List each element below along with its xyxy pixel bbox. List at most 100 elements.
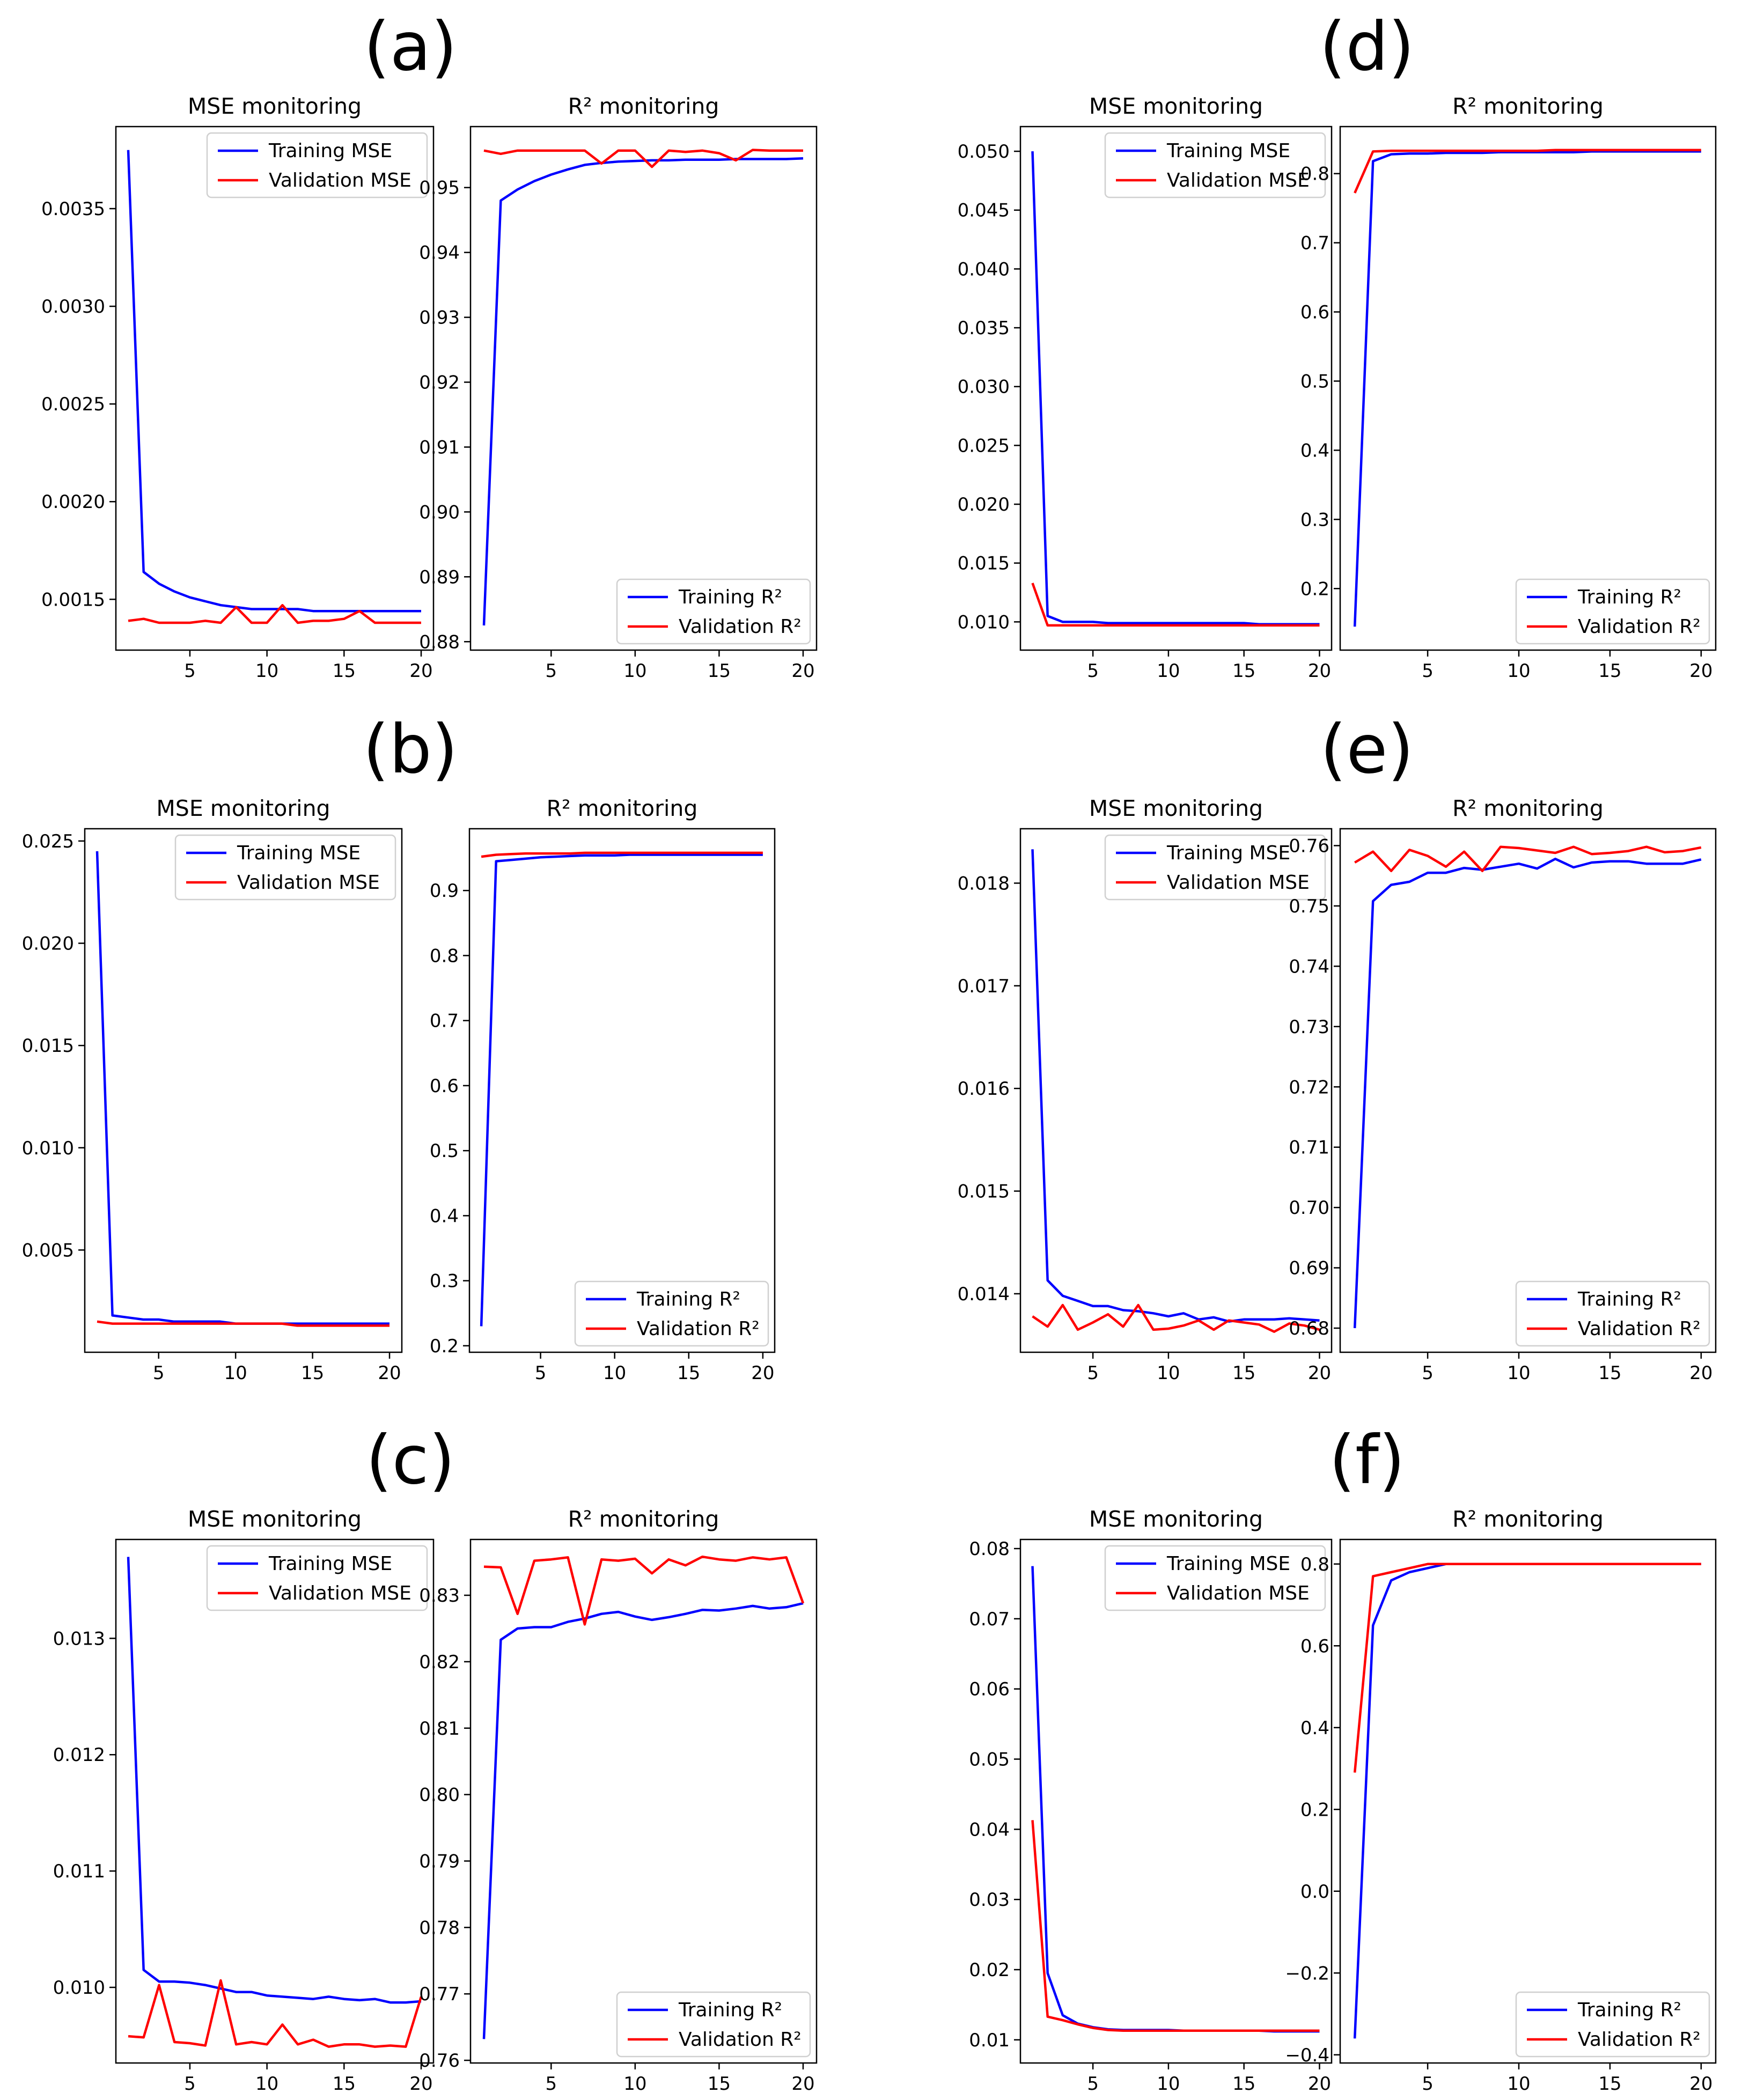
training-series-line [1353, 150, 1701, 627]
validation-series-line [97, 1320, 389, 1327]
y-tick-label: 0.91 [419, 437, 460, 458]
y-tick-label: 0.6 [1300, 1635, 1329, 1657]
x-tick-label: 10 [1507, 660, 1530, 682]
legend-training-label: Training MSE [1166, 842, 1290, 864]
y-tick-label: 0.72 [1289, 1077, 1329, 1098]
y-tick-label: 0.0 [1300, 1881, 1329, 1903]
chart-title: R² monitoring [568, 1506, 719, 1532]
x-tick-label: 10 [1507, 2073, 1530, 2095]
x-tick-label: 10 [224, 1362, 247, 1384]
x-tick-label: 15 [333, 660, 356, 682]
training-series-line [127, 150, 421, 613]
y-tick-label: 0.6 [1300, 302, 1329, 323]
r2-chart-b: R² monitoring 5 10 15 20 0.2 0.3 0.4 0.5 0.6 0.7 0.… [430, 795, 776, 1384]
plot-frame [469, 126, 818, 651]
training-series-line [1353, 857, 1702, 1329]
y-tick-label: 0.040 [958, 259, 1010, 280]
legend-box [174, 834, 396, 901]
legend-validation-label: Validation MSE [1167, 1582, 1310, 1604]
y-tick-label: 0.030 [958, 377, 1010, 398]
mse-chart-f: MSE monitoring 5 10 15 20 0.01 0.02 0.03 0.04 0.0… [969, 1506, 1333, 2095]
y-tick-label: 0.82 [419, 1652, 460, 1673]
y-tick-label: 0.6 [430, 1075, 459, 1097]
y-tick-label: 0.025 [22, 831, 74, 852]
y-tick-label: 0.010 [53, 1977, 105, 1999]
y-tick-label: 0.75 [1289, 896, 1329, 917]
y-tick-label: 0.0035 [41, 198, 105, 220]
x-tick-label: 10 [1157, 1362, 1180, 1384]
mse-chart-e: MSE monitoring 5 10 15 20 0.014 0.015 0.016 0.01… [958, 795, 1333, 1384]
x-tick-label: 5 [545, 660, 557, 682]
training-series-line [482, 157, 804, 626]
legend-training-label: Training MSE [268, 1553, 392, 1575]
x-tick-label: 10 [603, 1362, 626, 1384]
y-tick-label: 0.92 [419, 372, 460, 394]
y-tick-label: 0.8 [1300, 1554, 1329, 1575]
panel-e: (e) MSE monitoring 5 10 15 20 0.014 0.015 0.016 0… [958, 711, 1717, 1384]
y-tick-label: 0.011 [53, 1861, 105, 1882]
y-tick-label: 0.012 [53, 1744, 105, 1766]
chart-title: MSE monitoring [1089, 795, 1263, 821]
y-tick-label: 0.03 [969, 1889, 1010, 1911]
panel-label: (c) [366, 1421, 455, 1499]
x-tick-label: 5 [535, 1362, 547, 1384]
x-tick-label: 15 [1232, 660, 1255, 682]
panel-label: (a) [364, 8, 457, 86]
legend-training-label: Training MSE [237, 842, 361, 864]
legend: Training MSE Validation MSE [1104, 834, 1326, 901]
panel-c: (c)MSE monitoring 5 10 15 20 0.010 0.011 0.012 0… [53, 1421, 818, 2095]
x-tick-label: 20 [1308, 1362, 1331, 1384]
y-tick-label: 0.76 [1289, 835, 1329, 857]
y-tick-label: 0.050 [958, 141, 1010, 163]
legend: Training MSE Validation MSE [1104, 1545, 1326, 1611]
y-tick-label: 0.71 [1289, 1137, 1329, 1159]
legend: Training R² Validation R² [1515, 1991, 1710, 2058]
y-tick-label: 0.018 [958, 873, 1010, 894]
legend-box [1104, 834, 1326, 901]
legend-validation-label: Validation R² [679, 616, 802, 638]
y-tick-label: 0.025 [958, 435, 1010, 456]
plot-frame [115, 1538, 435, 2064]
x-tick-label: 15 [1232, 2073, 1255, 2095]
x-tick-label: 5 [184, 660, 196, 682]
y-tick-label: 0.08 [969, 1538, 1010, 1560]
x-tick-label: 5 [545, 2073, 557, 2095]
legend: Training R² Validation R² [616, 578, 811, 645]
y-tick-label: 0.06 [969, 1679, 1010, 1700]
chart-title: MSE monitoring [1089, 1506, 1263, 1532]
y-tick-label: 0.010 [22, 1138, 74, 1159]
chart-title: MSE monitoring [188, 1506, 362, 1532]
x-tick-label: 5 [1087, 2073, 1099, 2095]
training-series-line [1031, 1566, 1320, 2033]
y-tick-label: 0.2 [1300, 578, 1329, 600]
x-tick-label: 15 [301, 1362, 324, 1384]
x-tick-label: 5 [1422, 2073, 1434, 2095]
x-tick-label: 15 [1598, 2073, 1621, 2095]
mse-chart-b: MSE monitoring 5 10 15 20 0.005 0.010 0.015 0.02… [22, 795, 403, 1384]
x-tick-label: 10 [255, 660, 278, 682]
training-series-line [127, 1557, 422, 2004]
training-series-line [1353, 1563, 1701, 2039]
y-tick-label: 0.68 [1289, 1318, 1329, 1339]
y-tick-label: 0.8 [430, 945, 459, 967]
validation-series-line [1354, 845, 1702, 872]
legend-validation-label: Validation R² [1578, 1318, 1701, 1340]
y-tick-label: 0.045 [958, 200, 1010, 222]
training-series-line [95, 851, 389, 1325]
legend-box [206, 132, 428, 198]
y-tick-label: 0.020 [22, 933, 74, 955]
legend: Training R² Validation R² [1515, 1280, 1710, 1347]
x-tick-label: 20 [1689, 2073, 1712, 2095]
legend-box [1104, 1545, 1326, 1611]
x-tick-label: 20 [378, 1362, 401, 1384]
legend: Training MSE Validation MSE [1104, 132, 1326, 198]
r2-chart-f: R² monitoring 5 10 15 20 −0.4 −0.2 0.0 0.2 0.4 0.6… [1285, 1506, 1717, 2095]
y-tick-label: 0.79 [419, 1851, 460, 1872]
x-tick-label: 5 [1422, 660, 1434, 682]
y-tick-label: 0.017 [958, 976, 1010, 997]
panel-a: (a)MSE monitoring 5 10 15 20 0.0015 0.0020 0.00… [41, 8, 818, 682]
x-tick-label: 10 [623, 2073, 646, 2095]
legend-training-label: Training MSE [268, 140, 392, 162]
y-tick-label: 0.69 [1289, 1258, 1329, 1279]
legend-validation-label: Validation MSE [237, 872, 380, 894]
